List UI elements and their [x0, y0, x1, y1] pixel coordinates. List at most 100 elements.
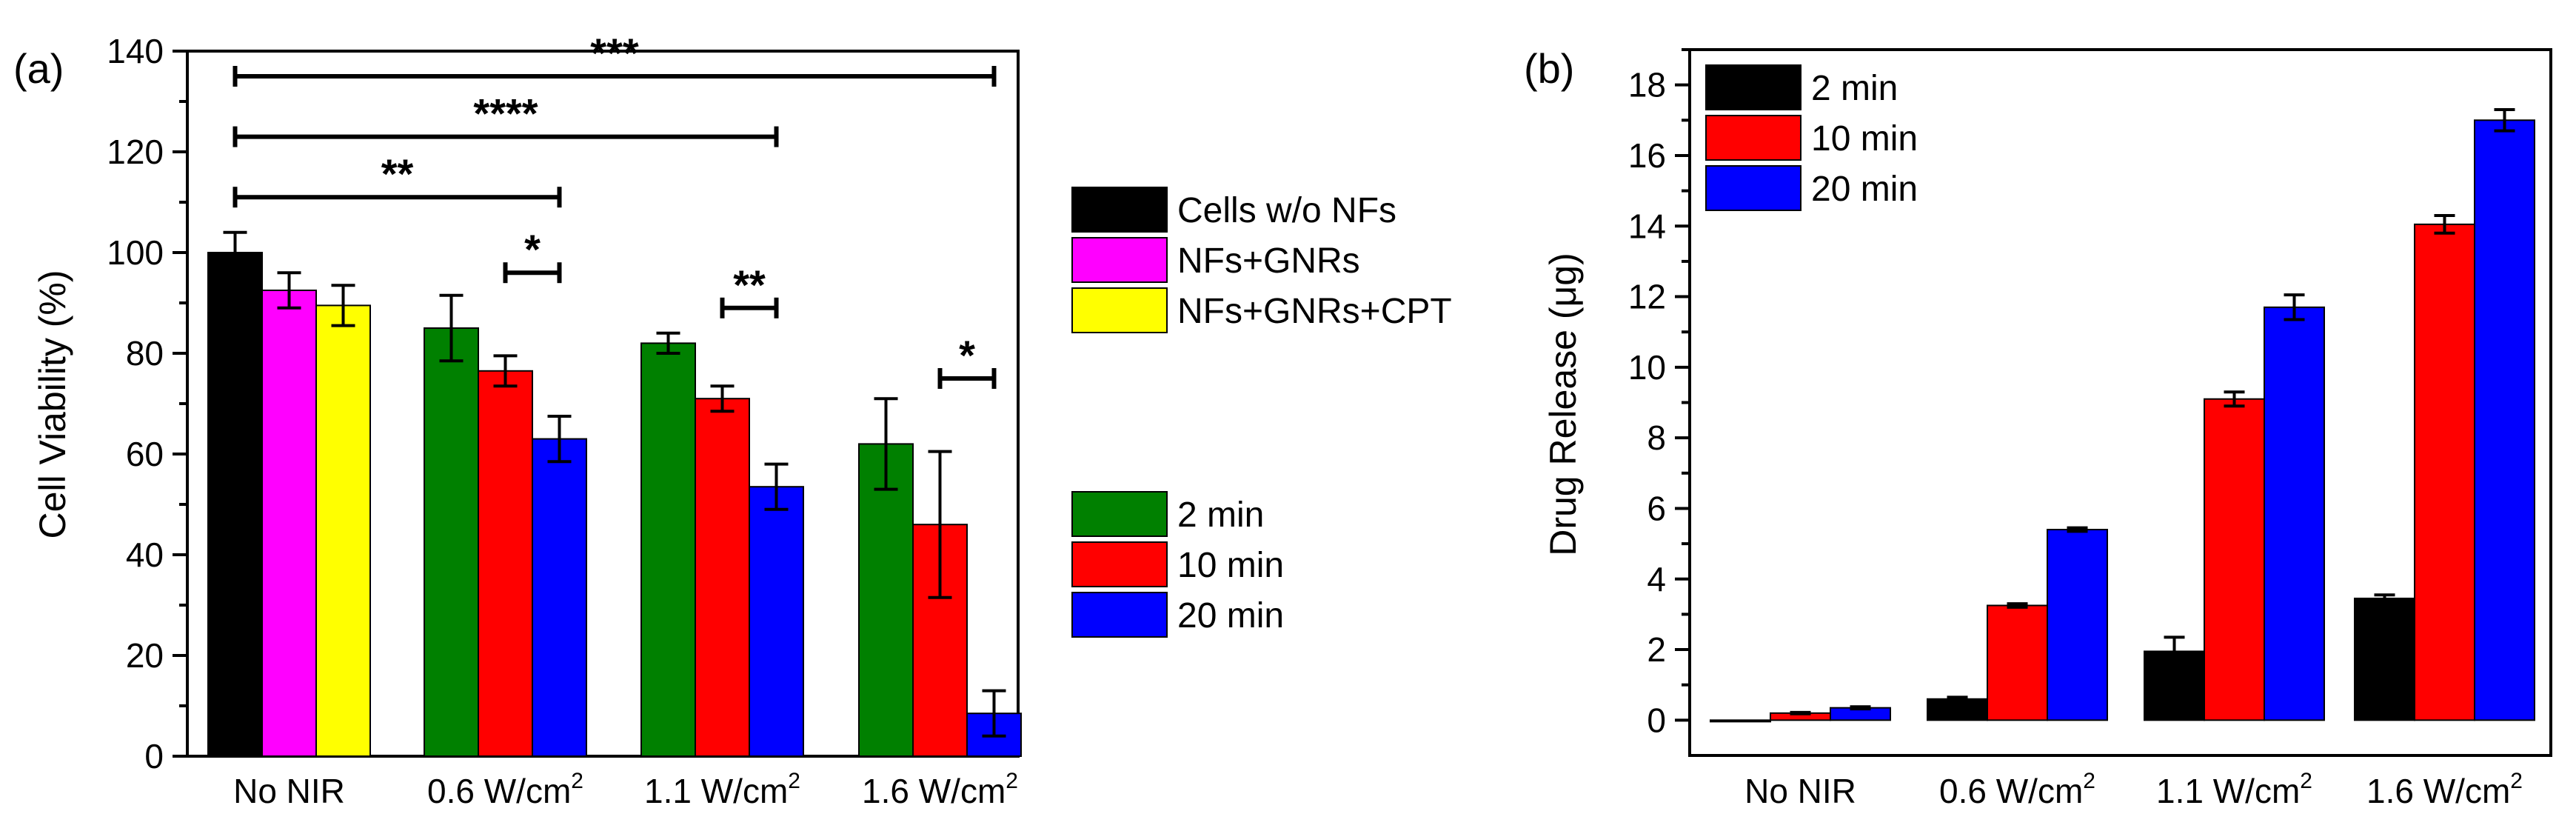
error-bar-a-s1-c1: [493, 354, 518, 388]
y-tick-label-b-8: 16: [1628, 136, 1666, 175]
y-tick-label-a-7: 140: [107, 32, 164, 70]
x-tick-label-b-2: 1.1 W/cm2: [2156, 769, 2312, 810]
significance-stars-4: **: [733, 261, 766, 308]
y-axis-label-b: Drug Release (μg): [1542, 253, 1584, 556]
x-tick-label-b-3-base: 1.6 W/cm: [2366, 772, 2510, 810]
y-tick-label-b-1: 2: [1647, 630, 1666, 669]
legend-label-b-0: 2 min: [1811, 69, 1898, 108]
x-tick-label-a-1-base: 0.6 W/cm: [427, 772, 571, 810]
error-bar-b-s1-c2: [2224, 390, 2245, 408]
significance-bracket-1: ****: [232, 90, 779, 147]
significance-bracket-0: ***: [232, 30, 997, 87]
bar-b-s2-c3: [2474, 119, 2535, 721]
legend-swatch-a-2: [1071, 287, 1168, 333]
error-bar-a-s1-c3: [928, 450, 952, 599]
legend-label-b-1: 10 min: [1811, 119, 1918, 158]
error-bar-b-s0-c2: [2164, 635, 2185, 667]
y-tick-label-b-7: 14: [1628, 207, 1666, 245]
y-tick-label-a-0: 0: [144, 737, 164, 775]
bar-a-control-0: [207, 252, 263, 757]
x-tick-label-a-1: 0.6 W/cm2: [427, 769, 583, 810]
legend-item-a-3: 2 min: [1071, 491, 1264, 537]
panel-label-a: (a): [13, 45, 64, 92]
error-bar-a-s2-c3: [982, 689, 1006, 738]
legend-item-b-2: 20 min: [1705, 165, 1918, 211]
error-bar-a-control-1: [277, 271, 301, 310]
legend-swatch-a-0: [1071, 187, 1168, 233]
legend-swatch-b-1: [1705, 115, 1801, 161]
error-bar-a-s0-c3: [874, 397, 898, 491]
error-bar-b-s0-c3: [2374, 593, 2395, 604]
y-tick-label-a-3: 60: [126, 435, 164, 473]
x-tick-label-a-1-superscript: 2: [571, 769, 583, 793]
significance-bracket-5: *: [937, 332, 997, 389]
error-bar-a-control-0: [223, 230, 247, 275]
x-tick-label-b-0: No NIR: [1744, 772, 1856, 810]
y-axis-label-a: Cell Viability (%): [32, 270, 73, 538]
bar-a-control-2: [315, 304, 371, 757]
bar-a-s0-c3: [858, 443, 914, 758]
panel-label-b: (b): [1524, 45, 1574, 92]
legend-swatch-b-2: [1705, 165, 1801, 211]
legend-label-a-4: 10 min: [1177, 546, 1284, 585]
legend-item-a-5: 20 min: [1071, 592, 1284, 638]
bar-b-s1-c1: [1987, 604, 2048, 721]
y-tick-label-b-0: 0: [1647, 701, 1666, 739]
x-tick-label-b-1-base: 0.6 W/cm: [1939, 772, 2083, 810]
y-tick-label-b-2: 4: [1647, 560, 1666, 598]
significance-stars-1: ****: [473, 90, 538, 137]
y-tick-label-b-9: 18: [1628, 66, 1666, 104]
bar-a-s2-c1: [532, 438, 587, 757]
legend-label-b-2: 20 min: [1811, 170, 1918, 209]
bar-b-s2-c2: [2264, 306, 2325, 721]
bar-a-s1-c2: [695, 398, 750, 757]
error-bar-b-s2-c2: [2284, 293, 2305, 321]
y-tick-label-a-2: 40: [126, 535, 164, 574]
chart-b: (b) Drug Release (μg) 0 2 4 6 8 10 12 14 16 18 No…: [1524, 45, 2552, 810]
legend-item-b-1: 10 min: [1705, 115, 1918, 161]
significance-stars-3: *: [524, 226, 541, 273]
legend-swatch-a-3: [1071, 491, 1168, 537]
x-tick-label-a-3-superscript: 2: [1006, 769, 1018, 793]
error-bar-b-s1-c3: [2434, 213, 2455, 235]
bar-a-control-1: [261, 290, 317, 757]
significance-stars-5: *: [959, 332, 975, 378]
x-tick-label-a-2-superscript: 2: [788, 769, 800, 793]
x-tick-label-b-2-base: 1.1 W/cm: [2156, 772, 2300, 810]
x-tick-label-a-2-base: 1.1 W/cm: [644, 772, 788, 810]
error-bar-b-s2-c3: [2494, 108, 2515, 133]
bar-a-s0-c2: [640, 342, 696, 757]
bar-b-s2-c1: [2047, 529, 2108, 721]
y-tick-label-b-5: 10: [1628, 348, 1666, 387]
legend-label-a-5: 20 min: [1177, 596, 1284, 635]
x-tick-label-b-0-base: No NIR: [1744, 772, 1856, 810]
legend-item-b-0: 2 min: [1705, 64, 1898, 110]
error-bar-b-s2-c1: [2067, 526, 2088, 533]
y-tick-label-a-6: 120: [107, 133, 164, 171]
x-tick-label-a-3: 1.6 W/cm2: [862, 769, 1018, 810]
x-tick-label-b-3: 1.6 W/cm2: [2366, 769, 2523, 810]
bar-a-s0-c1: [424, 327, 479, 757]
x-tick-label-a-2: 1.1 W/cm2: [644, 769, 800, 810]
legend-item-a-2: NFs+GNRs+CPT: [1071, 287, 1452, 333]
significance-bracket-4: **: [720, 261, 779, 318]
legend-swatch-a-1: [1071, 237, 1168, 283]
error-bar-a-s0-c1: [439, 293, 464, 363]
y-tick-label-b-4: 8: [1647, 418, 1666, 457]
significance-bracket-3: *: [503, 226, 562, 284]
bar-b-s1-c2: [2204, 398, 2265, 721]
error-bar-a-s2-c1: [547, 415, 572, 464]
x-tick-label-b-3-superscript: 2: [2510, 769, 2523, 793]
error-bar-a-s1-c2: [710, 384, 735, 413]
significance-stars-2: **: [381, 150, 414, 197]
significance-bracket-2: **: [232, 150, 562, 208]
bar-b-s1-c3: [2414, 223, 2475, 721]
x-tick-label-a-3-base: 1.6 W/cm: [862, 772, 1006, 810]
legend-label-a-2: NFs+GNRs+CPT: [1177, 292, 1452, 331]
bar-b-s0-c3: [2354, 597, 2415, 721]
significance-stars-0: ***: [590, 30, 639, 76]
bar-b-s0-c0: [1710, 719, 1771, 723]
chart-a: (a) Cell Viability (%) 0 20 40 60 80 100 120 14…: [13, 30, 1452, 810]
legend-item-a-1: NFs+GNRs: [1071, 237, 1360, 283]
